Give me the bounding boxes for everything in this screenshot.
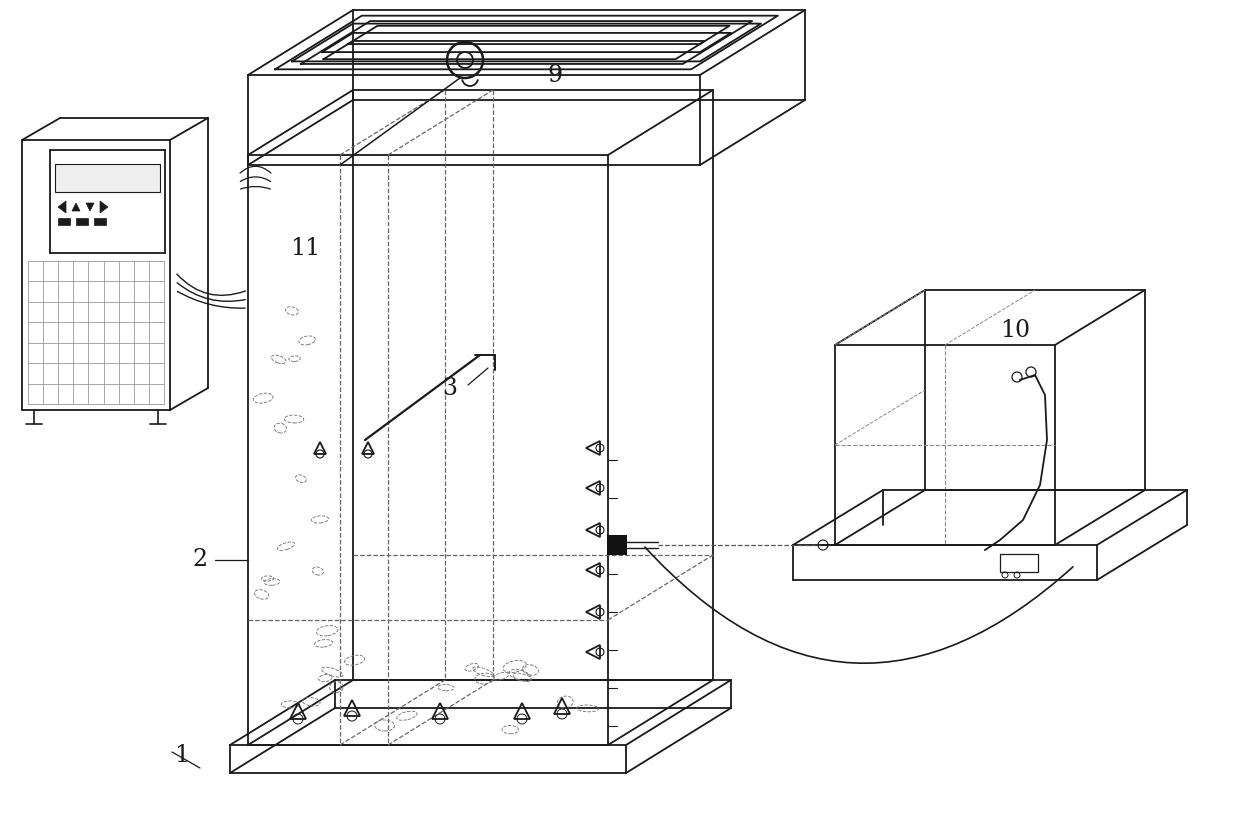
- Text: 3: 3: [443, 376, 458, 399]
- Text: 10: 10: [999, 319, 1030, 341]
- Bar: [55, 164, 160, 192]
- Text: 11: 11: [290, 237, 320, 259]
- Bar: [58, 218, 69, 225]
- Bar: [608, 535, 627, 555]
- Polygon shape: [86, 203, 94, 211]
- Text: 1: 1: [175, 743, 190, 766]
- Text: 9: 9: [547, 63, 563, 87]
- Polygon shape: [72, 203, 81, 211]
- Bar: [76, 218, 88, 225]
- Bar: [999, 554, 1038, 572]
- Polygon shape: [58, 201, 66, 213]
- Bar: [94, 218, 105, 225]
- Text: 2: 2: [192, 549, 207, 571]
- Polygon shape: [100, 201, 108, 213]
